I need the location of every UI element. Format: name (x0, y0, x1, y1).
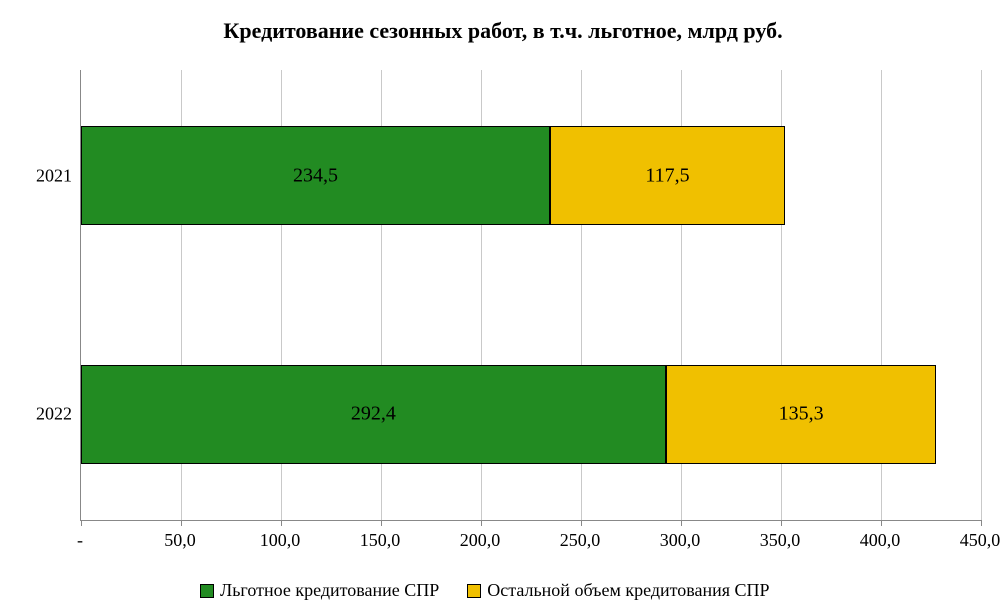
x-tick (781, 520, 782, 526)
x-tick-label: 300,0 (660, 530, 701, 551)
x-tick (381, 520, 382, 526)
y-category-label: 2021 (10, 165, 72, 186)
x-tick (581, 520, 582, 526)
y-category-label: 2022 (10, 404, 72, 425)
bar-data-label: 117,5 (645, 164, 689, 187)
x-tick-label: 350,0 (760, 530, 801, 551)
grid-line (981, 70, 982, 520)
x-tick-label: - (77, 530, 83, 551)
x-tick (481, 520, 482, 526)
x-tick (181, 520, 182, 526)
x-tick-label: 200,0 (460, 530, 501, 551)
chart-container: Кредитование сезонных работ, в т.ч. льго… (0, 0, 1006, 616)
x-tick (881, 520, 882, 526)
bar-data-label: 292,4 (351, 403, 396, 426)
legend-label: Остальной объем кредитования СПР (487, 580, 769, 601)
x-tick-label: 250,0 (560, 530, 601, 551)
x-tick-label: 50,0 (164, 530, 196, 551)
legend-swatch (200, 584, 214, 598)
legend-label: Льготное кредитование СПР (220, 580, 439, 601)
x-tick-label: 150,0 (360, 530, 401, 551)
x-tick (981, 520, 982, 526)
x-tick-label: 400,0 (860, 530, 901, 551)
legend-item: Остальной объем кредитования СПР (467, 580, 769, 601)
legend: Льготное кредитование СПР Остальной объем… (200, 580, 770, 601)
legend-swatch (467, 584, 481, 598)
x-tick-label: 100,0 (260, 530, 301, 551)
plot-area: 234,5 117,5 292,4 135,3 (80, 70, 981, 521)
x-tick (681, 520, 682, 526)
bar-data-label: 234,5 (293, 164, 338, 187)
x-tick-label: 450,0 (960, 530, 1001, 551)
bar-data-label: 135,3 (779, 403, 824, 426)
x-tick (81, 520, 82, 526)
x-tick (281, 520, 282, 526)
chart-title: Кредитование сезонных работ, в т.ч. льго… (0, 18, 1006, 44)
legend-item: Льготное кредитование СПР (200, 580, 439, 601)
